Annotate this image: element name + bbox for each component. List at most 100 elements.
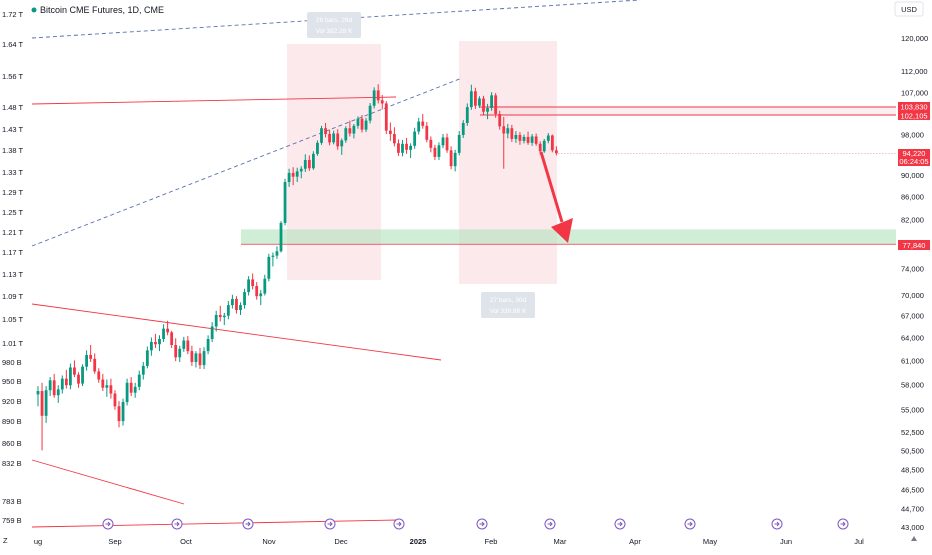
- candle: [77, 372, 80, 388]
- candle-body: [77, 374, 80, 384]
- time-axis-label: ug: [34, 537, 42, 546]
- volume-axis-tick-label: 1.29 T: [2, 188, 24, 197]
- volume-axis-tick-label: 783 B: [2, 497, 22, 506]
- candle: [546, 133, 550, 144]
- candle: [336, 129, 340, 150]
- candle: [457, 131, 461, 156]
- event-marker-icon[interactable]: [476, 518, 488, 530]
- candle-body: [303, 159, 307, 169]
- candle: [239, 302, 242, 315]
- price-axis-tick-label: 55,000: [901, 406, 924, 415]
- candle: [295, 167, 299, 183]
- event-marker-arrow: [174, 521, 180, 527]
- candle: [534, 133, 538, 146]
- price-axis-tick-label: 70,000: [901, 291, 924, 300]
- price-axis-tick-label: 61,000: [901, 356, 924, 365]
- candle-body: [97, 371, 101, 380]
- candle: [514, 131, 518, 143]
- candle-body: [287, 172, 291, 183]
- price-axis-tick-label: 74,000: [901, 264, 924, 273]
- volume-axis-tick-label: 890 B: [2, 417, 22, 426]
- scroll-forward-icon[interactable]: [911, 536, 917, 541]
- candle: [380, 94, 384, 110]
- candle: [81, 364, 84, 387]
- event-marker-icon[interactable]: [102, 518, 114, 530]
- candle-body: [433, 147, 437, 157]
- event-marker-icon[interactable]: [544, 518, 556, 530]
- candle: [145, 346, 149, 369]
- candle-body: [44, 390, 48, 416]
- projection-arrow-shaft: [539, 151, 564, 223]
- candle-body: [170, 332, 174, 346]
- candle: [129, 377, 133, 397]
- candle-body: [542, 140, 546, 152]
- currency-label[interactable]: USD: [901, 5, 917, 14]
- candle-body: [150, 342, 153, 351]
- candle-body: [174, 345, 178, 358]
- event-marker-icon[interactable]: [393, 518, 405, 530]
- price-axis-tick-label: 48,500: [901, 466, 924, 475]
- candle-body: [279, 222, 283, 252]
- event-marker-icon[interactable]: [614, 518, 626, 530]
- candle-body: [121, 401, 125, 422]
- candle-body: [113, 393, 117, 407]
- range-stat-vol-2: Vol 339.86 K: [490, 308, 528, 315]
- trend-line-top: [31, 96, 397, 105]
- price-axis-tick-label: 43,000: [901, 523, 924, 532]
- candle: [555, 146, 558, 156]
- time-axis-label: Feb: [485, 537, 498, 546]
- volume-axis-tick-label: 980 B: [2, 358, 22, 367]
- candle-body: [36, 391, 40, 395]
- candle: [405, 137, 408, 154]
- candle-body: [429, 139, 433, 148]
- event-marker-icon[interactable]: [837, 518, 849, 530]
- candle: [133, 382, 137, 398]
- candle-body: [271, 255, 275, 257]
- candle: [113, 390, 117, 410]
- volume-axis-tick-label: 1.56 T: [2, 72, 24, 81]
- candle: [368, 102, 372, 124]
- candle: [474, 87, 477, 109]
- time-axis-label: Jun: [780, 537, 792, 546]
- event-marker-icon[interactable]: [684, 518, 696, 530]
- candle: [283, 178, 287, 226]
- candle-body: [89, 354, 93, 359]
- price-axis-tick-label: 58,000: [901, 380, 924, 389]
- currency-box[interactable]: [894, 1, 924, 17]
- timezone-icon[interactable]: Z: [3, 536, 8, 545]
- candle-body: [502, 126, 506, 134]
- candle: [158, 335, 161, 352]
- candle-body: [166, 328, 169, 333]
- candle-body: [449, 150, 453, 167]
- candle: [384, 101, 388, 135]
- price-axis-tick-label: 52,500: [901, 428, 924, 437]
- volume-axis-tick-label: 1.13 T: [2, 270, 24, 279]
- candle-body: [336, 133, 340, 147]
- candle: [137, 370, 141, 391]
- countdown-label: 06:24:05: [899, 157, 928, 166]
- candle-body: [340, 140, 344, 147]
- candle-body: [376, 90, 380, 101]
- candle-body: [218, 314, 222, 318]
- time-axis-label: Dec: [334, 537, 348, 546]
- candle: [538, 141, 542, 155]
- event-marker-icon[interactable]: [771, 518, 783, 530]
- price-tag-2-label: 102,105: [900, 112, 927, 121]
- candle: [307, 155, 311, 171]
- time-axis-label: Jul: [854, 537, 864, 546]
- event-marker-icon[interactable]: [242, 518, 254, 530]
- candle: [332, 130, 336, 145]
- candle-body: [417, 121, 421, 132]
- candle-body: [210, 326, 214, 340]
- candle: [441, 134, 445, 149]
- candle: [255, 282, 259, 300]
- event-marker-icon[interactable]: [171, 518, 183, 530]
- trend-line-mid: [31, 303, 442, 361]
- candle: [287, 168, 291, 187]
- event-marker-icon[interactable]: [324, 518, 336, 530]
- market-status-dot: [31, 7, 37, 13]
- candle-body: [299, 168, 303, 172]
- last-price-tag: [898, 149, 930, 166]
- candle-body: [490, 95, 493, 109]
